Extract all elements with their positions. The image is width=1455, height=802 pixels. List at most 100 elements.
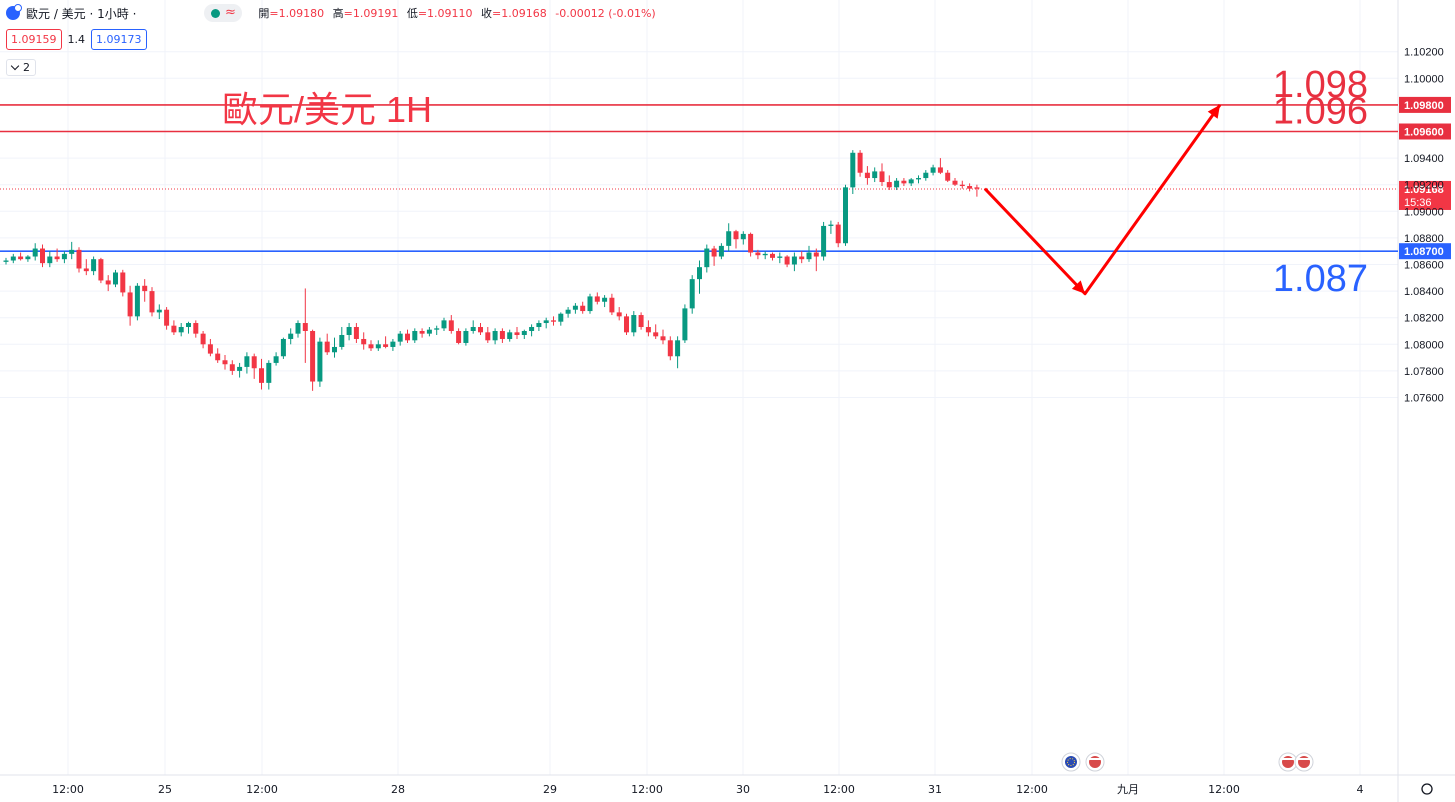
candle-body <box>426 329 432 334</box>
candle-body <box>478 327 483 333</box>
time-tick-label: 12:00 <box>631 783 663 796</box>
candle-body <box>251 356 257 369</box>
candle-body <box>346 327 352 335</box>
candle-body <box>61 253 67 260</box>
price-tick-label: 1.07600 <box>1404 393 1444 405</box>
candle-body <box>879 171 885 183</box>
candle-body <box>967 186 973 189</box>
candle-body <box>499 331 505 339</box>
candle-body <box>631 315 637 333</box>
price-tick-label: 1.08400 <box>1404 286 1444 298</box>
candle-body <box>229 364 235 371</box>
candle-body <box>850 152 856 188</box>
indicators-toggle[interactable]: 2 <box>6 59 36 76</box>
indicators-count: 2 <box>23 61 30 74</box>
candle-body <box>456 331 462 343</box>
candle-body <box>193 323 199 334</box>
candle-body <box>295 323 301 334</box>
buy-button[interactable]: 1.09173 <box>91 29 147 50</box>
candle-body <box>120 272 126 293</box>
gear-icon <box>1421 783 1433 795</box>
candle-body <box>821 225 827 257</box>
time-axis[interactable]: 12:00 25 12:00 28 29 12:00 30 12:00 31 12:00 九月 12:… <box>52 783 1433 796</box>
candle-body <box>178 327 184 333</box>
candle-body <box>76 249 82 269</box>
candle-body <box>784 256 790 265</box>
flag-fill <box>1065 756 1077 768</box>
candle-body <box>587 296 593 312</box>
candle-body <box>47 256 53 264</box>
candle-body <box>83 268 89 272</box>
candle-body <box>186 323 191 328</box>
candle-body <box>923 172 929 179</box>
time-tick-label: 31 <box>928 783 942 796</box>
arrow-head <box>1207 104 1220 119</box>
economic-events[interactable] <box>1061 752 1314 772</box>
candle-body <box>740 233 746 240</box>
price-tick-label: 1.09200 <box>1404 180 1444 192</box>
candle-body <box>799 256 805 260</box>
candle-body <box>806 252 812 260</box>
candle-body <box>215 353 221 361</box>
candle-body <box>142 285 148 292</box>
flag-stars <box>1067 758 1075 766</box>
flag-fill <box>1282 756 1294 768</box>
candle-body <box>828 224 834 226</box>
candle-body <box>959 184 965 187</box>
candle-body <box>777 256 783 258</box>
candle-body <box>616 312 622 317</box>
candle-body <box>324 341 330 353</box>
time-tick-label: 12:00 <box>823 783 855 796</box>
symbol-title[interactable]: 歐元 / 美元 · 1小時 · <box>26 6 137 21</box>
low-label: 低 <box>406 7 418 20</box>
candle-body <box>507 332 513 339</box>
market-status-button[interactable]: ≈ <box>204 4 243 22</box>
price-tick-label: 1.08000 <box>1404 339 1444 351</box>
candle-body <box>419 331 425 334</box>
candle-body <box>463 331 469 343</box>
candle-body <box>448 320 454 331</box>
quote-panel: 1.09159 1.4 1.09173 <box>6 29 147 50</box>
candle-body <box>886 182 892 188</box>
candle-body <box>857 152 863 173</box>
candle-body <box>733 231 739 240</box>
candle-body <box>434 328 440 330</box>
sell-button[interactable]: 1.09159 <box>6 29 62 50</box>
ohlc-values: 開=1.09180 高=1.09191 低=1.09110 收=1.09168 … <box>258 5 660 21</box>
candle-body <box>339 334 345 347</box>
candle-body <box>514 332 520 335</box>
euro-flag-icon <box>6 4 22 20</box>
price-axis[interactable]: 1.10200 1.10000 1.09400 1.09200 1.09000 1.088… <box>1404 47 1444 405</box>
candle-body <box>748 233 754 253</box>
candle-body <box>470 327 476 331</box>
candle-body <box>689 279 695 309</box>
time-tick-label: 30 <box>736 783 750 796</box>
high-value: =1.09191 <box>343 7 399 20</box>
price-tick-label: 1.10000 <box>1404 73 1444 85</box>
candle-body <box>536 323 542 328</box>
arrow-head <box>1071 280 1085 294</box>
last-price-value: 1.09168 <box>1404 184 1444 196</box>
candle-body <box>361 338 367 345</box>
open-label: 開 <box>258 7 270 20</box>
flag-fill <box>1298 756 1310 768</box>
projection-arrow <box>983 104 1222 296</box>
candle-body <box>149 291 155 313</box>
level-price-tag <box>1399 96 1451 113</box>
open-value: =1.09180 <box>269 7 325 20</box>
candle-body <box>580 305 586 312</box>
low-value: =1.09110 <box>417 7 473 20</box>
candle-body <box>383 344 389 347</box>
candle-body <box>602 297 608 302</box>
level-price-tag <box>1399 243 1451 260</box>
candle-body <box>98 259 104 281</box>
candle-body <box>18 256 24 260</box>
time-tick-label: 28 <box>391 783 405 796</box>
candle-body <box>894 180 900 188</box>
candle-body <box>529 327 535 331</box>
candle-body <box>843 187 848 244</box>
candle-body <box>200 333 206 345</box>
time-tick-label: 12:00 <box>1208 783 1240 796</box>
